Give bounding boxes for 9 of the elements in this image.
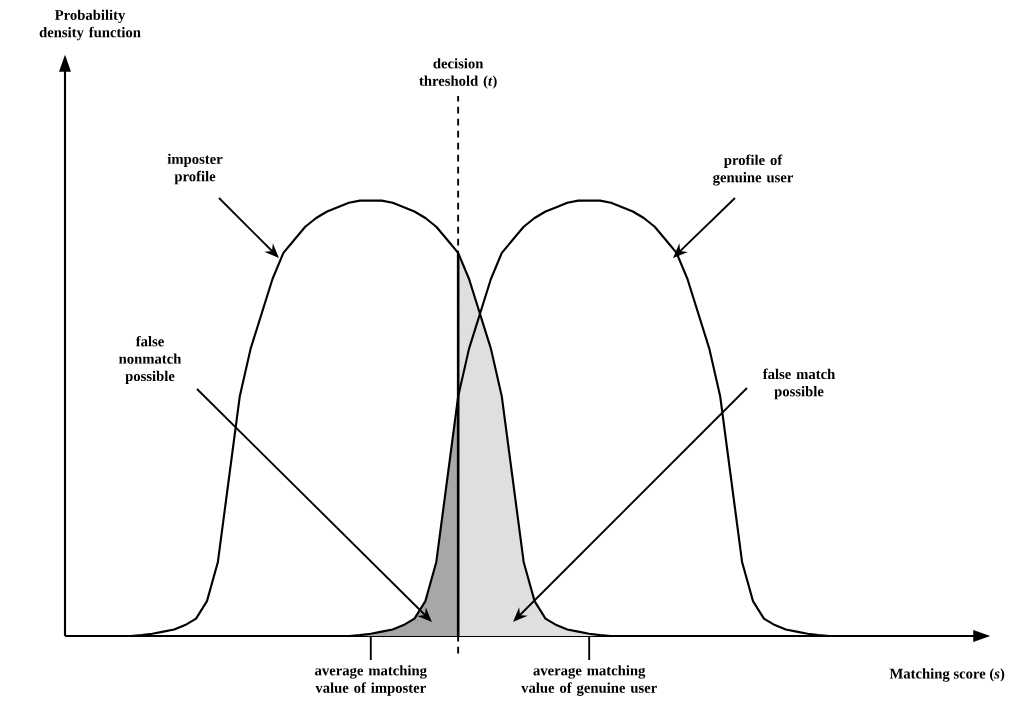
text: Probability density function xyxy=(39,9,141,41)
x-tick-label: average matching value of imposter xyxy=(315,665,427,696)
x-axis-title: Matching score (s) xyxy=(889,668,1005,682)
text: profile of genuine user xyxy=(713,154,794,186)
annotation: false match possible xyxy=(762,368,836,400)
text: imposter profile xyxy=(167,153,223,185)
text: decision threshold (t) xyxy=(419,58,497,89)
x-tick-label: average matching value of genuine user xyxy=(521,665,657,696)
annotation: false nonmatch possible xyxy=(119,335,182,385)
